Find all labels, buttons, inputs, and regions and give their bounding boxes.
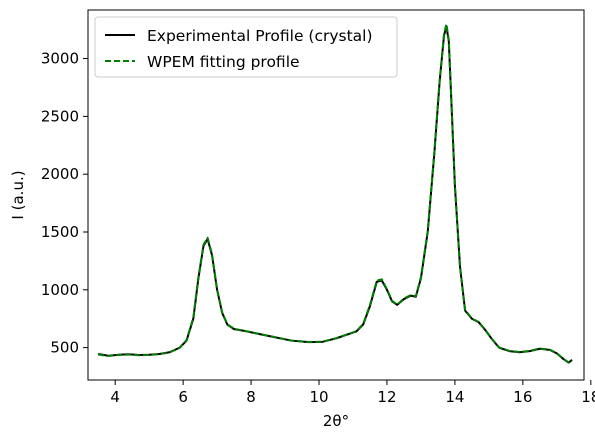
x-tick-label: 18 — [581, 388, 595, 406]
legend-label-fit: WPEM fitting profile — [147, 53, 300, 71]
y-tick-label: 500 — [50, 339, 79, 357]
x-tick-label: 12 — [377, 388, 396, 406]
y-tick-label: 3000 — [41, 50, 79, 68]
series-layer — [98, 22, 573, 364]
ticks: 4 6 8 10 12 14 16 18 500 1000 1500 2000 2500 3000 — [41, 50, 595, 406]
x-tick-label: 6 — [178, 388, 188, 406]
y-tick-label: 1000 — [41, 281, 79, 299]
y-axis-label: I (a.u.) — [9, 170, 27, 219]
axes-frame — [87, 9, 585, 381]
axes — [87, 9, 585, 381]
x-tick-label: 4 — [110, 388, 120, 406]
y-tick-label: 2500 — [41, 107, 79, 125]
x-tick-label: 14 — [445, 388, 464, 406]
series-fit-line — [98, 22, 573, 364]
y-tick-label: 2000 — [41, 165, 79, 183]
x-axis-label: 2θ° — [323, 412, 349, 430]
legend-box — [94, 16, 398, 78]
x-tick-label: 8 — [246, 388, 256, 406]
x-tick-label: 16 — [513, 388, 532, 406]
y-tick-label: 1500 — [41, 223, 79, 241]
x-tick-label: 10 — [309, 388, 328, 406]
legend-label-experimental: Experimental Profile (crystal) — [147, 27, 373, 45]
legend: Experimental Profile (crystal) WPEM fitt… — [94, 16, 398, 78]
